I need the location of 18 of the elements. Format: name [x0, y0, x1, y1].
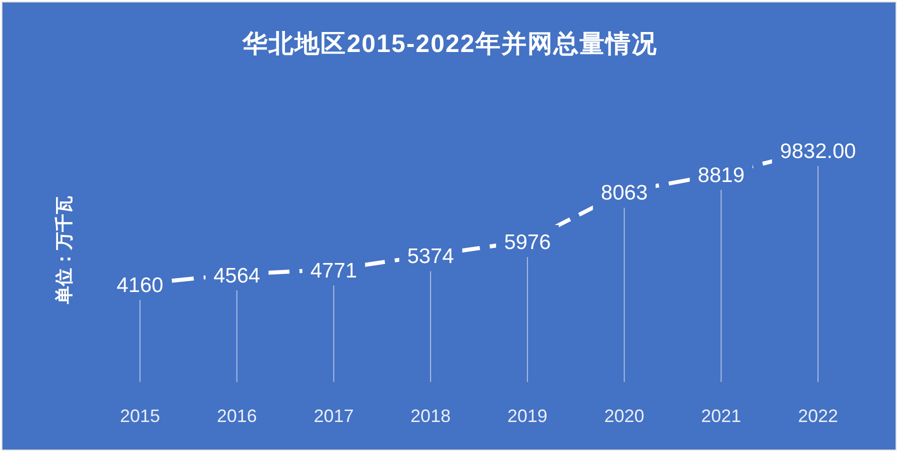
data-label: 9832.00: [780, 140, 856, 163]
data-label: 4771: [310, 259, 358, 282]
data-label: 5976: [504, 230, 551, 254]
x-tick-label: 2015: [120, 406, 160, 426]
x-tick-label: 2019: [507, 406, 548, 426]
data-label: 8819: [698, 164, 744, 187]
x-tick-label: 2017: [314, 406, 354, 426]
data-label: 4564: [214, 264, 261, 288]
x-tick-label: 2020: [604, 406, 644, 426]
x-tick-label: 2022: [798, 406, 838, 426]
y-axis-title: 单位：万千瓦: [54, 196, 74, 305]
x-tick-label: 2018: [410, 406, 451, 426]
data-label: 5374: [407, 245, 454, 268]
data-label: 8063: [600, 182, 648, 205]
data-label: 4160: [116, 274, 164, 297]
chart-title: 华北地区2015-2022年并网总量情况: [242, 30, 658, 58]
x-tick-label: 2016: [216, 406, 257, 426]
x-tick-label: 2021: [701, 406, 742, 426]
